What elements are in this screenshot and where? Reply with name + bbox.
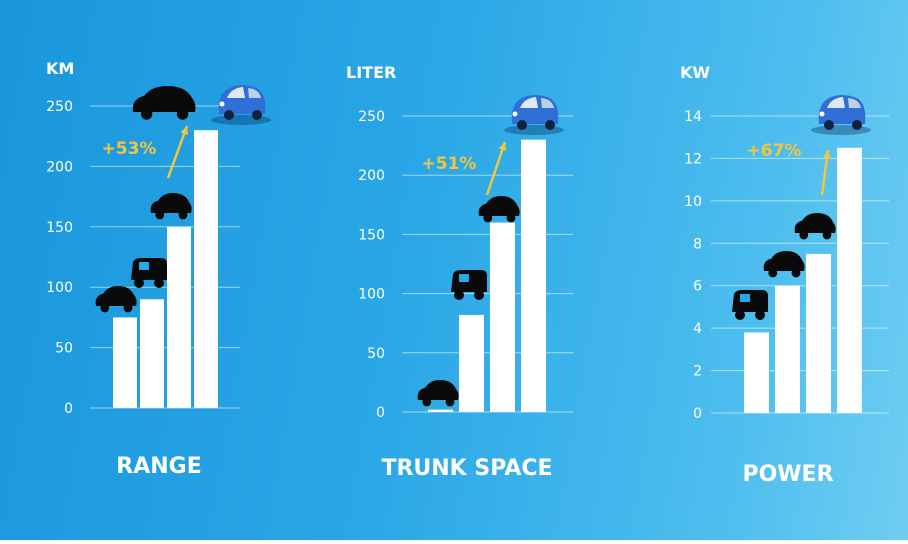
range-tick-label: 150 (46, 220, 73, 236)
power-chart: KW POWER 0 2 4 6 8 10 12 14 +67% (680, 63, 889, 487)
car-silhouette-icon (132, 86, 196, 120)
range-bar-1 (113, 317, 137, 408)
range-unit-label: KM (46, 59, 74, 78)
power-unit-label: KW (680, 63, 710, 82)
range-chart: KM RANGE 0 50 100 150 200 250 +53% (46, 59, 271, 479)
car-silhouette-icon (763, 251, 805, 278)
power-bar-2 (775, 285, 800, 413)
car-silhouette-icon (794, 213, 836, 240)
car-silhouette-icon (417, 380, 459, 407)
range-tick-label: 100 (46, 280, 73, 296)
blue-car-icon (211, 85, 271, 125)
range-tick-label: 0 (64, 401, 73, 417)
trunk-space-tick-label: 200 (358, 168, 385, 184)
trunk-space-title: TRUNK SPACE (381, 456, 552, 481)
power-tick-label: 6 (693, 279, 702, 295)
arrow-up-right-icon (166, 125, 189, 179)
power-tick-label: 0 (693, 406, 702, 422)
trunk-space-unit-label: LITER (346, 63, 396, 82)
power-tick-label: 4 (693, 321, 702, 337)
range-title: RANGE (116, 454, 201, 479)
arrow-up-right-icon (485, 141, 507, 196)
trunk-space-bar-1 (428, 409, 453, 412)
power-tick-label: 10 (684, 194, 702, 210)
range-bar-3 (167, 226, 191, 408)
range-bar-2 (140, 299, 164, 408)
arrow-head-icon (498, 142, 507, 151)
trunk-space-tick-label: 50 (367, 346, 385, 362)
trunk-space-tick-label: 0 (376, 405, 385, 421)
blue-car-icon (504, 95, 564, 135)
car-silhouette-icon (478, 196, 520, 223)
range-bar-4 (194, 130, 218, 408)
power-increase-label: +67% (747, 141, 802, 161)
power-tick-label: 2 (693, 364, 702, 380)
car-silhouette-icon (131, 258, 167, 288)
range-tick-label: 250 (46, 99, 73, 115)
blue-car-icon (811, 95, 871, 135)
trunk-space-increase-label: +51% (422, 154, 477, 174)
range-tick-label: 200 (46, 159, 73, 175)
trunk-space-bar-2 (459, 314, 484, 412)
power-title: POWER (742, 462, 833, 487)
range-increase-label: +53% (102, 139, 157, 159)
trunk-space-tick-label: 250 (358, 109, 385, 125)
power-bar-1 (744, 332, 769, 413)
range-tick-label: 50 (55, 341, 73, 357)
power-tick-label: 12 (684, 151, 702, 167)
trunk-space-tick-label: 150 (358, 227, 385, 243)
power-tick-label: 14 (684, 109, 702, 125)
car-silhouette-icon (451, 270, 487, 300)
trunk-space-bar-4 (521, 139, 546, 412)
trunk-space-chart: LITER TRUNK SPACE 0 50 100 150 200 250 +51% (346, 63, 573, 481)
power-bar-3 (806, 253, 831, 413)
power-tick-label: 8 (693, 236, 702, 252)
car-silhouette-icon (95, 286, 137, 313)
power-bar-4 (837, 147, 862, 414)
trunk-space-tick-label: 100 (358, 287, 385, 303)
trunk-space-bar-3 (490, 222, 515, 412)
arrow-head-icon (823, 150, 831, 159)
arrow-head-icon (180, 126, 188, 135)
car-silhouette-icon (732, 290, 768, 320)
car-silhouette-icon (150, 193, 192, 220)
